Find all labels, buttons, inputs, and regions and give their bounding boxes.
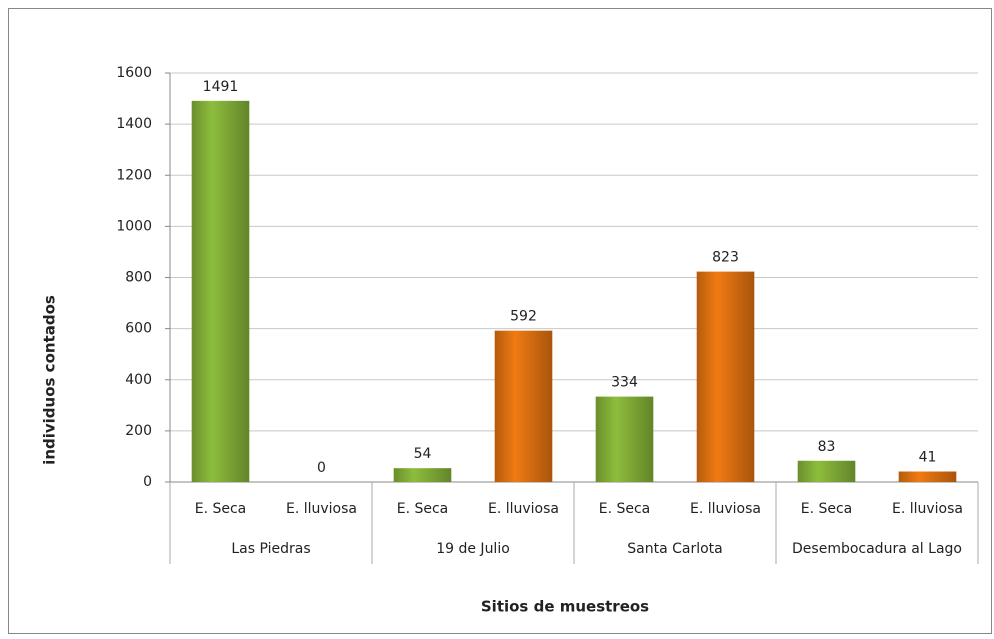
y-tick-label: 400 xyxy=(125,372,152,388)
data-label: 41 xyxy=(919,450,937,466)
y-tick-label: 1000 xyxy=(116,218,152,234)
data-label: 823 xyxy=(712,250,739,266)
data-label: 0 xyxy=(317,460,326,476)
y-tick-label: 1600 xyxy=(116,65,152,81)
x-tick-label: E. lluviosa xyxy=(286,501,357,517)
group-label: Santa Carlota xyxy=(627,541,723,557)
group-label: Las Piedras xyxy=(231,541,310,557)
x-tick-label: E. lluviosa xyxy=(488,501,559,517)
x-tick-label: E. Seca xyxy=(397,501,449,517)
data-label: 54 xyxy=(414,446,432,462)
group-label: 19 de Julio xyxy=(436,541,510,557)
data-label: 1491 xyxy=(203,79,239,95)
y-tick-label: 800 xyxy=(125,270,152,286)
y-axis-title: individuos contados xyxy=(41,295,59,465)
data-label: 334 xyxy=(611,375,638,391)
bar-shade xyxy=(797,460,856,482)
y-tick-label: 1200 xyxy=(116,167,152,183)
x-tick-label: E. Seca xyxy=(801,501,853,517)
data-label: 83 xyxy=(818,439,836,455)
x-tick-label: E. lluviosa xyxy=(690,501,761,517)
bar-shade xyxy=(191,100,250,482)
x-tick-label: E. Seca xyxy=(599,501,651,517)
chart-frame xyxy=(8,8,992,634)
data-label: 592 xyxy=(510,309,537,325)
bar-shade xyxy=(696,271,755,482)
bar-shade xyxy=(595,396,654,482)
x-axis-title: Sitios de muestreos xyxy=(481,598,649,616)
y-tick-label: 0 xyxy=(143,474,152,490)
group-label: Desembocadura al Lago xyxy=(792,541,962,557)
x-tick-label: E. Seca xyxy=(195,501,247,517)
y-tick-label: 600 xyxy=(125,321,152,337)
bar-shade xyxy=(494,330,553,482)
bar-shade xyxy=(898,471,957,482)
bar-shade xyxy=(393,468,452,482)
y-tick-label: 200 xyxy=(125,423,152,439)
y-tick-label: 1400 xyxy=(116,116,152,132)
x-tick-label: E. lluviosa xyxy=(892,501,963,517)
